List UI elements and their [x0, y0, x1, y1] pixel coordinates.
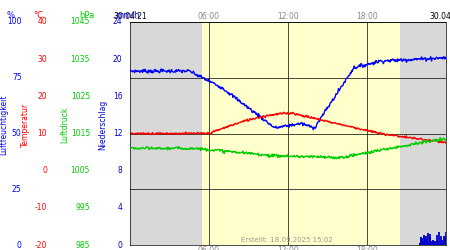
Bar	[444, 238, 446, 245]
Text: 1015: 1015	[71, 129, 90, 138]
Text: 30: 30	[37, 55, 47, 64]
Text: 995: 995	[76, 203, 90, 212]
Text: 20: 20	[113, 55, 122, 64]
Bar	[438, 244, 440, 245]
Text: 12: 12	[113, 129, 122, 138]
Bar	[436, 235, 438, 245]
Text: 0: 0	[42, 166, 47, 175]
Bar	[445, 232, 447, 245]
Bar	[429, 234, 431, 245]
Text: 50: 50	[12, 129, 22, 138]
Bar	[419, 242, 421, 245]
Bar	[424, 242, 426, 245]
Bar	[436, 243, 439, 245]
Text: 1035: 1035	[71, 55, 90, 64]
Bar	[431, 242, 432, 245]
Text: Erstellt: 18.09.2025 15:02: Erstellt: 18.09.2025 15:02	[241, 236, 333, 242]
Text: -20: -20	[35, 240, 47, 250]
Bar	[435, 244, 437, 245]
Bar	[428, 244, 430, 245]
Text: 40: 40	[37, 18, 47, 26]
Text: 100: 100	[7, 18, 22, 26]
Bar	[441, 244, 443, 245]
Bar	[429, 237, 432, 245]
Text: Niederschlag: Niederschlag	[98, 100, 107, 150]
Bar	[419, 243, 421, 245]
Bar	[438, 232, 440, 245]
Bar	[427, 233, 429, 245]
Bar	[440, 244, 441, 245]
Bar	[423, 235, 425, 245]
Bar	[440, 236, 442, 245]
Bar	[422, 240, 423, 245]
Bar	[130, 22, 202, 245]
Bar	[421, 238, 423, 245]
Bar	[424, 238, 426, 245]
Text: 1045: 1045	[71, 18, 90, 26]
Text: °C: °C	[34, 10, 44, 20]
Text: Luftdruck: Luftdruck	[60, 107, 69, 143]
Bar	[400, 22, 446, 245]
Bar	[434, 242, 436, 245]
Text: -10: -10	[35, 203, 47, 212]
Bar	[427, 242, 428, 245]
Bar	[437, 242, 439, 245]
Bar	[441, 240, 442, 245]
Bar	[423, 244, 425, 245]
Text: 1005: 1005	[71, 166, 90, 175]
Bar	[439, 244, 441, 245]
Text: 75: 75	[12, 73, 22, 82]
Bar	[420, 237, 423, 245]
Bar	[425, 240, 427, 245]
Bar	[428, 244, 430, 245]
Text: %: %	[7, 10, 15, 20]
Text: 4: 4	[117, 203, 122, 212]
Bar	[433, 242, 435, 245]
Bar	[426, 236, 428, 245]
Text: 25: 25	[12, 185, 22, 194]
Bar	[422, 242, 424, 245]
Bar	[202, 22, 400, 245]
Text: 16: 16	[113, 92, 122, 101]
Text: 1025: 1025	[71, 92, 90, 101]
Text: 985: 985	[76, 240, 90, 250]
Bar	[442, 244, 444, 245]
Text: 24: 24	[113, 18, 122, 26]
Bar	[432, 240, 434, 245]
Bar	[420, 238, 422, 245]
Text: Temperatur: Temperatur	[21, 103, 30, 147]
Text: Luftfeuchtigkeit: Luftfeuchtigkeit	[0, 95, 8, 155]
Text: 20: 20	[38, 92, 47, 101]
Bar	[431, 241, 433, 245]
Bar	[433, 242, 435, 245]
Text: 0: 0	[17, 240, 22, 250]
Text: mm/h: mm/h	[115, 10, 139, 20]
Text: 0: 0	[117, 240, 122, 250]
Text: 8: 8	[117, 166, 122, 175]
Bar	[432, 242, 434, 245]
Bar	[426, 244, 428, 245]
Text: hPa: hPa	[79, 10, 94, 20]
Bar	[436, 244, 437, 245]
Bar	[443, 243, 446, 245]
Bar	[445, 238, 446, 245]
Bar	[443, 236, 445, 245]
Text: 10: 10	[38, 129, 47, 138]
